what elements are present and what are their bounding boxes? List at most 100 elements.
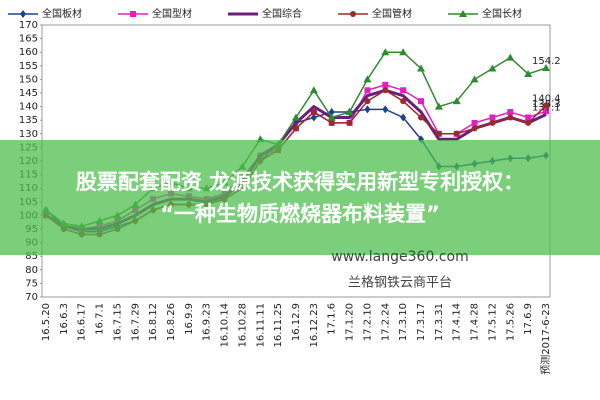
x-tick-label: 17.3.31 [434, 303, 445, 341]
banner-line2: “一种生物质燃烧器布料装置” [160, 202, 440, 226]
marker [400, 98, 407, 105]
x-tick-label: 16.8.12 [148, 303, 159, 341]
marker [345, 108, 354, 116]
marker [471, 125, 478, 132]
marker [310, 109, 317, 116]
x-tick-label: 16.8.26 [166, 303, 177, 341]
x-tick-label: 16.7.15 [112, 303, 123, 341]
legend-label: 全国型材 [152, 7, 192, 20]
marker [364, 87, 371, 94]
x-tick-label: 16.5.20 [41, 303, 52, 341]
legend-marker [459, 10, 467, 17]
marker [525, 119, 532, 126]
x-tick-label: 17.5.12 [487, 303, 498, 341]
x-tick-label: 17.2.24 [380, 303, 391, 341]
marker [328, 119, 335, 126]
x-tick-label: 16.12.9 [291, 303, 302, 341]
marker [346, 119, 353, 126]
legend-label: 全国综合 [262, 7, 302, 20]
x-tick-label: 16.12.23 [309, 303, 320, 348]
x-tick-label: 16.9.9 [184, 303, 195, 335]
x-tick-label: 17.6.9 [523, 303, 534, 335]
y-tick-label: 170 [19, 20, 38, 31]
x-tick-label: 16.9.23 [202, 303, 213, 341]
data-label: 154.2 [532, 56, 561, 67]
y-tick-label: 85 [25, 251, 38, 262]
marker [506, 53, 515, 61]
marker [507, 109, 514, 116]
x-tick-label: 16.10.28 [237, 303, 248, 348]
x-tick-label: 17.2.10 [362, 303, 373, 341]
y-tick-label: 160 [19, 47, 38, 58]
y-tick-label: 135 [19, 115, 38, 126]
y-tick-label: 80 [25, 265, 38, 276]
marker [543, 102, 549, 109]
x-tick-label: 16.7.1 [95, 303, 106, 335]
legend-label: 全国管材 [372, 7, 412, 20]
marker [434, 102, 443, 110]
y-tick-label: 140 [19, 102, 38, 113]
marker [489, 119, 496, 126]
marker [309, 86, 318, 94]
y-tick-label: 70 [25, 292, 38, 303]
marker [400, 113, 407, 122]
legend-marker [350, 11, 356, 17]
marker [418, 98, 424, 105]
y-tick-label: 130 [19, 129, 38, 140]
marker [400, 87, 407, 94]
marker [488, 64, 497, 72]
marker [364, 105, 371, 114]
marker [507, 114, 514, 121]
x-tick-label: 17.1.6 [327, 303, 338, 335]
marker [452, 97, 461, 105]
marker [417, 64, 425, 72]
x-tick-label: 17.4.28 [470, 303, 481, 341]
marker [418, 114, 424, 121]
marker [293, 125, 299, 132]
x-tick-label: 17.1.20 [345, 303, 356, 341]
y-tick-label: 165 [19, 34, 38, 45]
legend-label: 全国长材 [482, 7, 522, 20]
y-tick-label: 75 [25, 278, 38, 289]
marker [542, 63, 550, 71]
y-tick-label: 155 [19, 61, 38, 72]
y-tick-label: 150 [19, 74, 38, 85]
marker [453, 130, 460, 137]
x-tick-label: 预测2017-6-23 [539, 303, 552, 375]
x-tick-label: 17.5.26 [505, 303, 516, 341]
marker [399, 48, 408, 56]
marker [489, 114, 496, 121]
legend-label: 全国板材 [42, 7, 82, 20]
marker [470, 75, 479, 83]
banner-line1: 股票配套配资 龙源技术获得实用新型专利授权： [76, 170, 524, 194]
marker [435, 130, 442, 137]
x-tick-label: 16.7.29 [130, 303, 141, 341]
x-tick-label: 17.3.17 [416, 303, 427, 341]
marker [364, 98, 371, 105]
watermark-url: www.lange360.com [331, 249, 468, 265]
marker [381, 48, 390, 56]
banner [0, 140, 600, 255]
legend-marker [130, 11, 136, 17]
x-tick-label: 16.10.14 [220, 303, 231, 348]
marker [543, 108, 549, 115]
x-tick-label: 16.11.25 [273, 303, 284, 348]
marker [382, 105, 389, 114]
marker [327, 113, 336, 121]
data-label: 140.4 [532, 94, 561, 105]
marker [363, 75, 372, 83]
marker [292, 113, 300, 121]
x-tick-label: 17.4.14 [452, 303, 463, 341]
marker [524, 69, 533, 77]
x-tick-label: 16.6.17 [77, 303, 88, 341]
watermark-brand: 兰格钢铁云商平台 [348, 275, 452, 291]
x-tick-label: 16.11.11 [255, 303, 266, 348]
marker [382, 81, 389, 88]
x-tick-label: 16.6.3 [59, 303, 70, 335]
marker [382, 87, 389, 94]
x-tick-label: 17.3.10 [398, 303, 409, 341]
marker [525, 114, 532, 121]
marker [471, 119, 478, 126]
legend-marker [20, 10, 26, 18]
